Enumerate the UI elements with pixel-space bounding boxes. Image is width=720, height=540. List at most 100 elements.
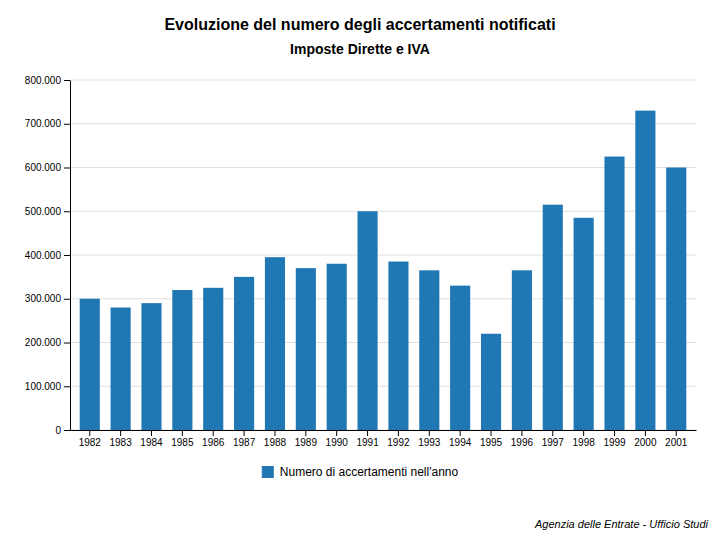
x-tick-label: 2001 bbox=[665, 437, 688, 448]
y-tick: 300.000 bbox=[25, 293, 70, 304]
x-tick-label: 1996 bbox=[511, 437, 534, 448]
x-tick-mark bbox=[676, 430, 677, 436]
x-tick-mark bbox=[491, 430, 492, 436]
bar bbox=[327, 264, 347, 430]
x-tick: 1997 bbox=[542, 430, 565, 448]
x-tick-label: 1984 bbox=[140, 437, 163, 448]
grid-line bbox=[70, 211, 696, 212]
x-tick-mark bbox=[274, 430, 275, 436]
x-tick: 1986 bbox=[202, 430, 225, 448]
grid bbox=[70, 80, 696, 430]
subtitle: Imposte Dirette e IVA bbox=[290, 41, 430, 57]
y-tick-label: 0 bbox=[55, 425, 61, 436]
grid-line bbox=[70, 386, 696, 387]
y-tick-mark bbox=[64, 211, 70, 212]
x-tick-mark bbox=[151, 430, 152, 436]
x-tick-label: 1993 bbox=[418, 437, 441, 448]
x-tick: 1994 bbox=[449, 430, 472, 448]
bar bbox=[111, 308, 131, 431]
x-tick-mark bbox=[460, 430, 461, 436]
y-tick: 100.000 bbox=[25, 381, 70, 392]
y-tick-mark bbox=[64, 80, 70, 81]
grid-line bbox=[70, 342, 696, 343]
x-tick-mark bbox=[645, 430, 646, 436]
bar bbox=[419, 270, 439, 430]
grid-line bbox=[70, 430, 696, 431]
y-axis-line bbox=[70, 81, 71, 431]
y-tick-mark bbox=[64, 343, 70, 344]
y-tick: 600.000 bbox=[25, 162, 70, 173]
x-tick-label: 1992 bbox=[387, 437, 410, 448]
x-tick-label: 1999 bbox=[603, 437, 626, 448]
bar bbox=[512, 270, 532, 430]
x-tick-mark bbox=[367, 430, 368, 436]
x-tick: 1989 bbox=[295, 430, 318, 448]
y-tick: 500.000 bbox=[25, 206, 70, 217]
legend-item: Numero di accertamenti nell'anno bbox=[262, 465, 459, 479]
x-tick-label: 2000 bbox=[634, 437, 657, 448]
x-tick: 1984 bbox=[140, 430, 163, 448]
x-tick: 1988 bbox=[264, 430, 287, 448]
bar bbox=[450, 286, 470, 430]
x-tick-mark bbox=[305, 430, 306, 436]
y-tick-mark bbox=[64, 430, 70, 431]
x-tick: 1995 bbox=[480, 430, 503, 448]
x-tick-label: 1990 bbox=[326, 437, 349, 448]
x-tick-label: 1988 bbox=[264, 437, 287, 448]
bar bbox=[543, 205, 563, 430]
bar bbox=[234, 277, 254, 430]
x-tick-mark bbox=[336, 430, 337, 436]
y-tick-label: 700.000 bbox=[25, 118, 62, 129]
y-tick: 800.000 bbox=[25, 75, 70, 86]
bar bbox=[80, 299, 100, 430]
x-tick: 1998 bbox=[573, 430, 596, 448]
x-tick-label: 1983 bbox=[109, 437, 132, 448]
x-tick-label: 1982 bbox=[79, 437, 102, 448]
y-tick-mark bbox=[64, 299, 70, 300]
grid-line bbox=[70, 298, 696, 299]
x-tick-label: 1987 bbox=[233, 437, 256, 448]
x-tick: 1985 bbox=[171, 430, 194, 448]
bar bbox=[141, 303, 161, 430]
x-tick-mark bbox=[213, 430, 214, 436]
x-tick-mark bbox=[614, 430, 615, 436]
x-tick: 2000 bbox=[634, 430, 657, 448]
x-tick-label: 1994 bbox=[449, 437, 472, 448]
y-tick-mark bbox=[64, 168, 70, 169]
y-tick-label: 100.000 bbox=[25, 381, 62, 392]
x-tick: 1982 bbox=[79, 430, 102, 448]
grid-line bbox=[70, 167, 696, 168]
bar-series bbox=[80, 111, 687, 430]
x-axis: 1982 1983 1984 1985 1986 1987 1988 1989 1990 1991… bbox=[71, 430, 697, 448]
y-tick-label: 200.000 bbox=[25, 337, 62, 348]
bar bbox=[296, 268, 316, 430]
x-tick: 1996 bbox=[511, 430, 534, 448]
x-tick-mark bbox=[244, 430, 245, 436]
bar bbox=[265, 257, 285, 430]
x-tick-label: 1991 bbox=[356, 437, 379, 448]
x-tick-mark bbox=[398, 430, 399, 436]
x-tick: 1990 bbox=[326, 430, 349, 448]
x-tick-label: 1995 bbox=[480, 437, 503, 448]
bar bbox=[172, 290, 192, 430]
bar bbox=[203, 288, 223, 430]
bar bbox=[481, 334, 501, 430]
bar bbox=[358, 211, 378, 430]
y-tick-label: 400.000 bbox=[25, 250, 62, 261]
y-tick: 400.000 bbox=[25, 250, 70, 261]
x-tick-label: 1997 bbox=[542, 437, 565, 448]
y-tick-mark bbox=[64, 386, 70, 387]
plot: 0 100.000 200.000 300.000 400.000 500.000 600.… bbox=[25, 75, 697, 448]
bar bbox=[666, 168, 686, 431]
bar bbox=[388, 262, 408, 430]
x-tick-mark bbox=[583, 430, 584, 436]
footer: Agenzia delle Entrate - Ufficio Studi bbox=[534, 518, 709, 530]
x-tick: 1983 bbox=[109, 430, 132, 448]
title: Evoluzione del numero degli accertamenti… bbox=[164, 16, 555, 33]
x-tick: 1993 bbox=[418, 430, 441, 448]
y-axis: 0 100.000 200.000 300.000 400.000 500.000 600.… bbox=[25, 75, 71, 436]
x-tick-mark bbox=[120, 430, 121, 436]
y-tick: 200.000 bbox=[25, 337, 70, 348]
x-tick: 1992 bbox=[387, 430, 410, 448]
y-tick-label: 300.000 bbox=[25, 293, 62, 304]
